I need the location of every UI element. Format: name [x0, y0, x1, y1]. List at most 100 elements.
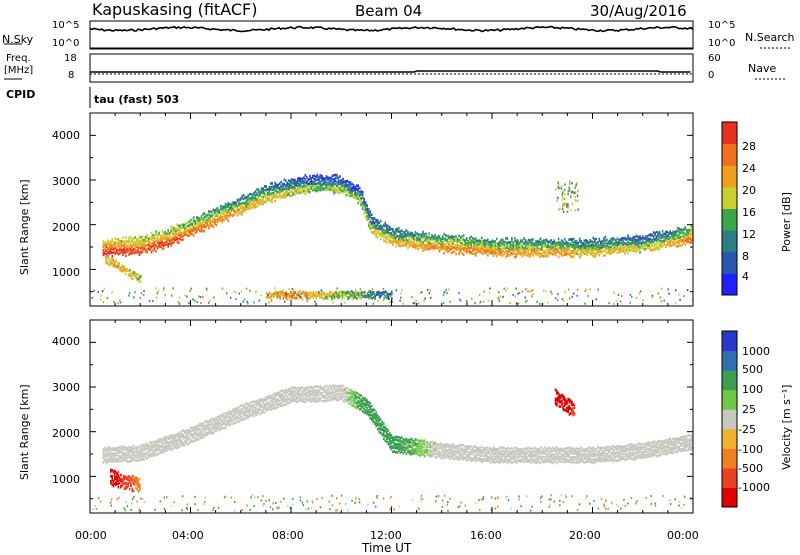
- power-cell: [149, 300, 151, 302]
- power-cell: [222, 216, 224, 219]
- velocity-cell: [103, 461, 105, 464]
- velocity-cell: [285, 391, 287, 394]
- power-cell: [176, 237, 178, 240]
- power-cell: [470, 235, 472, 238]
- power-cell: [276, 190, 278, 193]
- power-cell: [155, 230, 157, 233]
- power-cell: [302, 181, 304, 184]
- velocity-cell: [130, 455, 132, 458]
- velocity-cell: [234, 416, 236, 419]
- velocity-cell: [205, 432, 207, 435]
- power-cell: [135, 273, 137, 276]
- velocity-cell: [397, 451, 399, 454]
- power-cell: [324, 187, 326, 190]
- velocity-cell: [410, 445, 412, 448]
- power-cell: [561, 239, 563, 242]
- power-cell: [126, 269, 128, 272]
- power-cell: [255, 190, 257, 193]
- velocity-cell: [160, 449, 162, 452]
- velocity-cell: [341, 388, 343, 391]
- power-cell: [151, 235, 153, 238]
- velocity-cell: [326, 397, 328, 400]
- velocity-cell: [172, 444, 174, 447]
- power-cell: [343, 291, 345, 294]
- power-cell: [636, 239, 638, 242]
- velocity-cell: [178, 433, 180, 436]
- power-cell: [390, 293, 392, 296]
- power-cell: [214, 211, 216, 214]
- power-cell: [293, 192, 295, 195]
- velocity-cell: [112, 458, 114, 461]
- power-cell: [317, 293, 319, 296]
- velocity-cell: [359, 408, 361, 411]
- power-cell: [219, 215, 221, 218]
- velocity-cell: [344, 391, 346, 394]
- velocity-cell: [335, 388, 337, 391]
- power-cell: [299, 183, 301, 186]
- velocity-cell: [284, 404, 286, 407]
- velocity-cell: [193, 426, 195, 429]
- power-cell: [320, 174, 322, 177]
- power-cell: [374, 229, 376, 232]
- power-cell: [356, 192, 358, 195]
- velocity-cell: [247, 405, 249, 408]
- velocity-cell: [149, 453, 151, 456]
- power-cell: [369, 290, 371, 292]
- power-cell: [226, 209, 228, 212]
- power-cell: [274, 194, 276, 197]
- power-cell: [355, 291, 357, 294]
- velocity-cell: [279, 391, 281, 394]
- power-cell: [308, 178, 310, 181]
- power-cell: [106, 241, 108, 244]
- power-cell: [445, 289, 447, 291]
- power-cell: [273, 186, 275, 189]
- velocity-cell: [299, 398, 301, 401]
- power-cell: [374, 233, 376, 236]
- velocity-cell: [234, 413, 236, 416]
- velocity-cell: [326, 389, 328, 392]
- velocity-cell: [172, 448, 174, 451]
- velocity-cell: [113, 460, 115, 463]
- power-cell: [112, 255, 114, 258]
- velocity-cell: [324, 400, 326, 403]
- velocity-cell: [306, 399, 308, 402]
- power-cell: [487, 238, 489, 241]
- power-cell: [523, 247, 525, 250]
- velocity-cell: [113, 452, 115, 455]
- power-cell: [151, 242, 153, 245]
- power-cell: [413, 245, 415, 248]
- power-cell: [290, 195, 292, 198]
- velocity-cell: [164, 439, 166, 442]
- power-cell: [184, 227, 186, 230]
- velocity-cell: [131, 460, 133, 463]
- power-cell: [178, 225, 180, 228]
- power-cell: [448, 247, 450, 250]
- power-cell: [163, 287, 165, 289]
- power-cell: [423, 300, 425, 302]
- velocity-cell: [409, 452, 411, 455]
- power-cell: [397, 240, 399, 243]
- velocity-cell: [339, 387, 341, 390]
- velocity-cell: [211, 432, 213, 435]
- power-cell: [472, 246, 474, 249]
- power-cell: [145, 244, 147, 247]
- power-cell: [547, 302, 549, 304]
- power-cell: [449, 236, 451, 239]
- power-cell: [611, 245, 613, 248]
- velocity-cell: [184, 444, 186, 447]
- power-cell: [613, 292, 615, 294]
- power-cell: [681, 244, 683, 247]
- power-cell: [579, 240, 581, 243]
- power-cell: [669, 236, 671, 239]
- power-cell: [157, 292, 159, 294]
- velocity-cell: [287, 401, 289, 404]
- power-cell: [345, 180, 347, 183]
- power-cell: [624, 249, 626, 252]
- velocity-cell: [363, 408, 365, 411]
- power-cell: [244, 206, 246, 209]
- power-cell: [549, 241, 551, 244]
- power-cell: [681, 229, 683, 232]
- power-cell: [639, 235, 641, 238]
- power-cell: [336, 181, 338, 184]
- power-cell: [630, 249, 632, 252]
